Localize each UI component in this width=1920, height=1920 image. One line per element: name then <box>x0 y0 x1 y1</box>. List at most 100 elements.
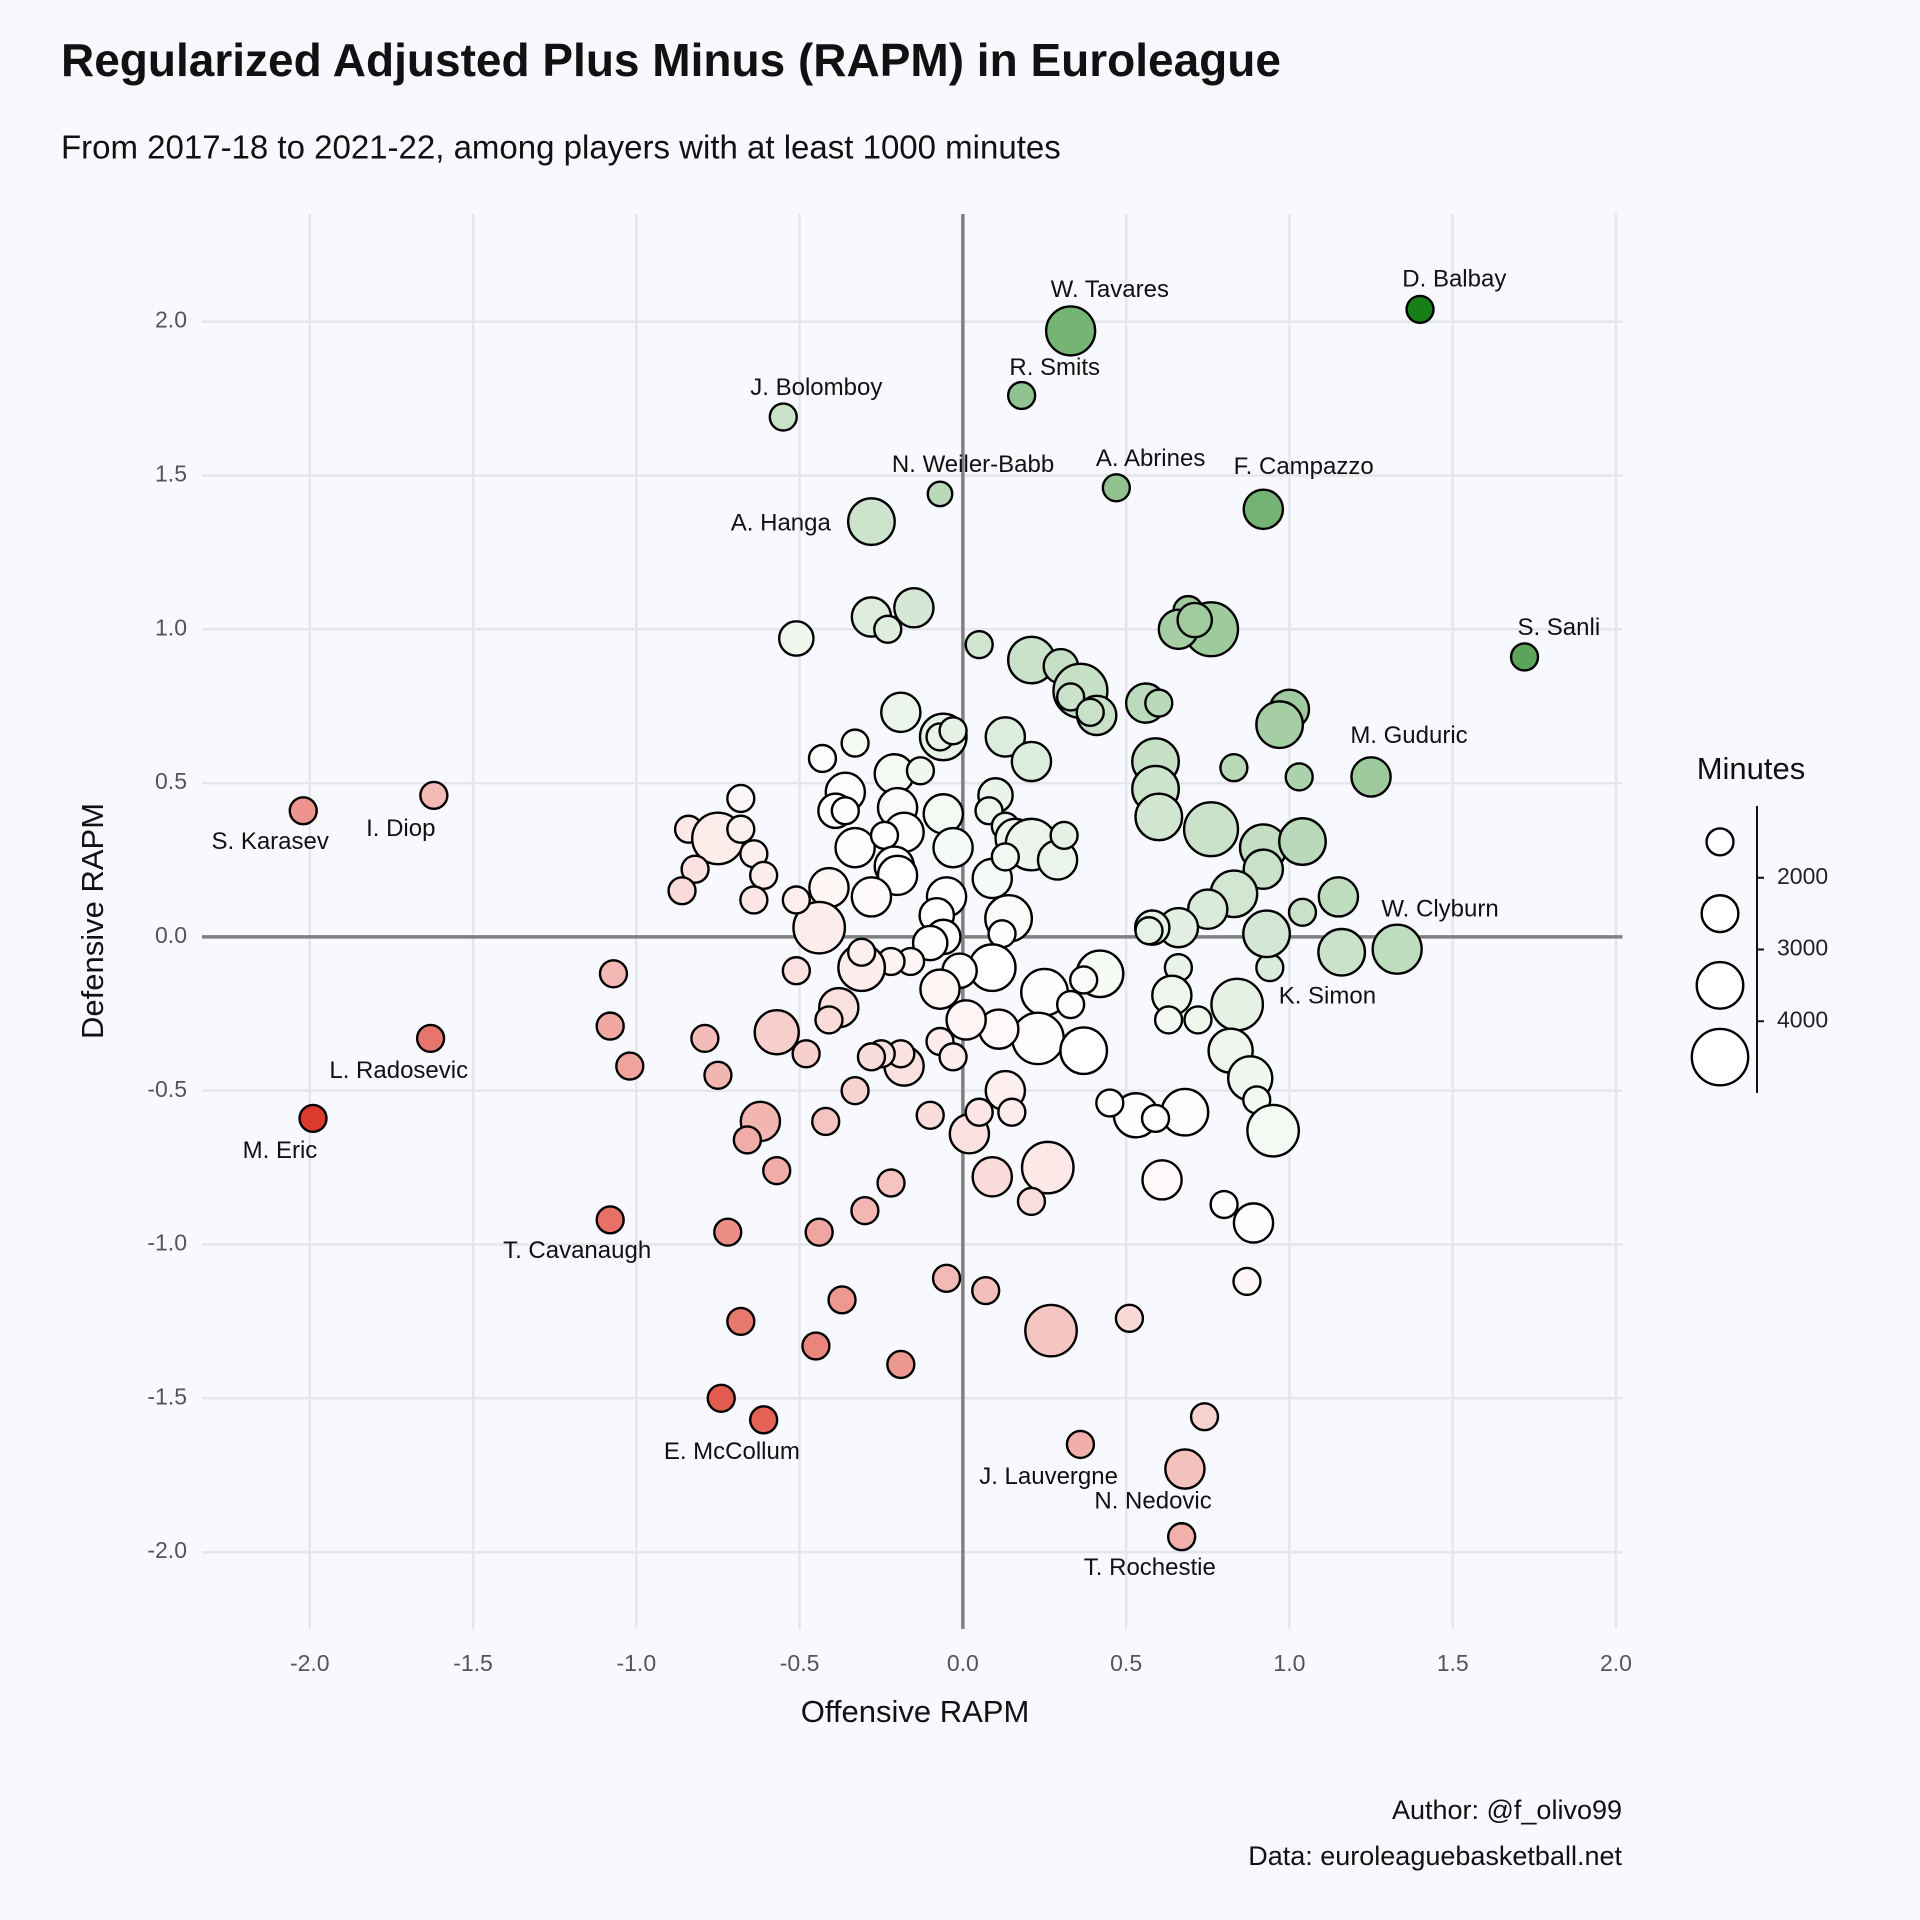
player-point <box>1182 801 1240 858</box>
player-point <box>964 1097 994 1127</box>
player-point <box>1317 876 1360 918</box>
x-tick-label: -1.5 <box>453 1650 493 1676</box>
player-point <box>777 620 815 657</box>
player-point <box>971 1275 1001 1306</box>
y-tick-label: 0.0 <box>155 922 187 948</box>
player-point <box>1242 848 1285 890</box>
player-point <box>1006 380 1037 411</box>
player-label: T. Cavanaugh <box>503 1237 651 1264</box>
player-label: M. Eric <box>243 1137 318 1164</box>
player-point <box>807 743 838 774</box>
player-point <box>1065 1429 1096 1460</box>
chart-subtitle: From 2017-18 to 2021-22, among players w… <box>61 129 1061 166</box>
player-point <box>768 402 798 432</box>
player-point <box>288 796 318 826</box>
player-point <box>938 716 968 746</box>
player-point <box>1350 756 1392 798</box>
player-point <box>748 1405 779 1435</box>
player-label: N. Nedovic <box>1094 1487 1211 1514</box>
player-point <box>984 716 1027 758</box>
size-legend-circle <box>1695 960 1745 1010</box>
player-point <box>919 968 961 1010</box>
player-label: S. Karasev <box>211 828 328 855</box>
player-point <box>732 1125 763 1155</box>
y-axis-title: Defensive RAPM <box>75 803 110 1039</box>
player-point <box>856 1042 887 1072</box>
player-point <box>876 1168 906 1198</box>
player-point <box>873 614 903 644</box>
y-tick-label: 0.5 <box>155 768 187 794</box>
player-point <box>781 885 811 915</box>
player-point <box>801 1331 831 1361</box>
player-point <box>595 1011 625 1041</box>
player-label: A. Hanga <box>731 509 832 536</box>
player-point <box>850 876 893 918</box>
player-point <box>886 1349 916 1380</box>
player-point <box>1095 1088 1125 1118</box>
player-point <box>911 924 949 962</box>
size-legend-circle <box>1690 1027 1750 1087</box>
player-point <box>739 885 769 915</box>
player-point <box>298 1103 328 1134</box>
y-tick-label: -2.0 <box>147 1537 187 1563</box>
player-point <box>615 1051 645 1081</box>
chart-title: Regularized Adjusted Plus Minus (RAPM) i… <box>61 34 1281 86</box>
player-point <box>748 860 779 891</box>
player-point <box>1020 1140 1075 1195</box>
player-point <box>1024 1303 1078 1358</box>
player-point <box>598 959 629 989</box>
player-point <box>1153 1005 1184 1035</box>
player-point <box>869 820 900 851</box>
player-label: E. McCollum <box>664 1438 800 1465</box>
player-label: R. Smits <box>1009 354 1100 381</box>
player-point <box>1044 305 1097 357</box>
player-point <box>1166 1522 1197 1552</box>
x-tick-label: -2.0 <box>290 1650 330 1676</box>
y-tick-label: -0.5 <box>147 1076 187 1102</box>
player-point <box>915 1100 945 1130</box>
player-point <box>1049 820 1079 851</box>
player-point <box>1232 1202 1275 1244</box>
player-point <box>1055 989 1086 1020</box>
player-point <box>1232 1266 1262 1297</box>
player-point <box>1134 792 1184 842</box>
player-point <box>814 1005 844 1035</box>
author-caption: Author: @f_olivo99 <box>1392 1795 1622 1825</box>
player-point <box>690 1023 720 1054</box>
player-point <box>850 1195 880 1226</box>
player-point <box>1164 1448 1206 1490</box>
player-point <box>1011 1011 1065 1066</box>
player-point <box>726 814 756 844</box>
player-point <box>1242 488 1285 531</box>
player-point <box>762 1155 792 1186</box>
player-point <box>1278 817 1327 866</box>
player-point <box>1210 977 1265 1032</box>
size-legend-title: Minutes <box>1697 751 1806 786</box>
player-point <box>830 796 860 826</box>
player-point <box>905 756 936 786</box>
player-point <box>1183 1005 1213 1035</box>
player-point <box>880 691 922 734</box>
player-point <box>846 497 896 547</box>
x-tick-label: -1.0 <box>616 1650 656 1676</box>
y-tick-label: 1.0 <box>155 614 187 640</box>
player-point <box>1405 294 1435 325</box>
player-point <box>1114 1303 1145 1333</box>
player-label: S. Sanli <box>1517 614 1600 641</box>
player-point <box>726 1306 756 1337</box>
player-point <box>1246 1103 1301 1158</box>
x-tick-label: 0.0 <box>947 1650 979 1676</box>
player-point <box>753 1008 800 1056</box>
size-legend-circle <box>1700 894 1740 934</box>
player-point <box>1186 888 1229 930</box>
player-point <box>1010 740 1053 783</box>
player-point <box>938 1042 968 1072</box>
player-label: N. Weiler-Babb <box>892 451 1054 478</box>
player-point <box>1141 1159 1183 1201</box>
player-point <box>667 876 697 906</box>
player-point <box>726 783 756 814</box>
player-label: J. Bolomboy <box>750 374 882 401</box>
player-label: W. Tavares <box>1051 276 1169 303</box>
